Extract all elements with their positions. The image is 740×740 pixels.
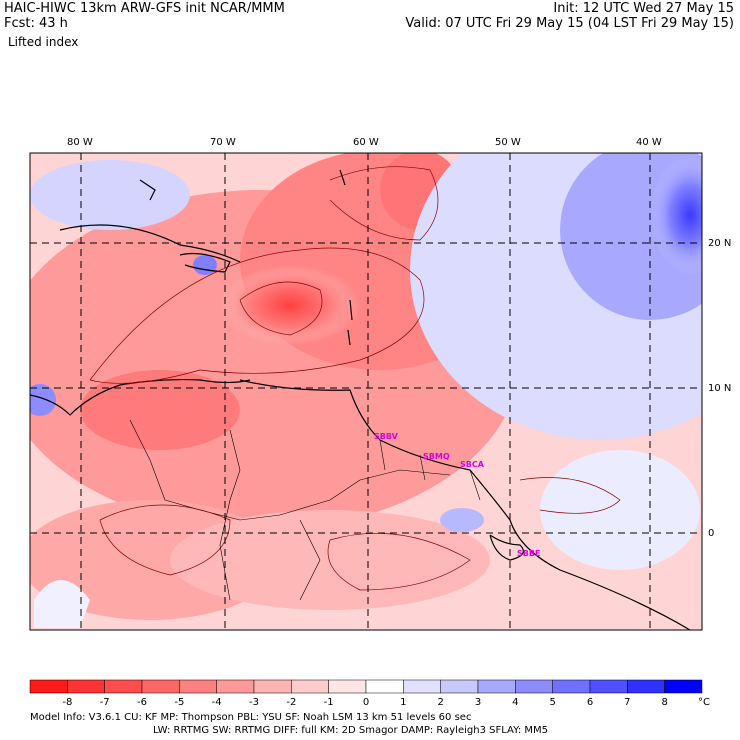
colorbar-box xyxy=(440,679,479,694)
lat-label-10n: 10 N xyxy=(708,383,732,394)
valid-time: Valid: 07 UTC Fri 29 May 15 (04 LST Fri … xyxy=(405,16,734,31)
station-sbbe: SBBE xyxy=(517,549,541,558)
colorbar-tick-label: 4 xyxy=(512,697,519,708)
colorbar-tick-label: -7 xyxy=(99,697,110,708)
lat-label-equator: 0 xyxy=(708,528,715,539)
lon-label-70w: 70 W xyxy=(210,137,236,148)
colorbar-box xyxy=(552,679,591,694)
variable-name: Lifted index xyxy=(8,35,79,49)
colorbar-tick-label: 2 xyxy=(437,697,444,708)
colorbar-box xyxy=(365,679,404,694)
map-frame xyxy=(29,152,703,631)
colorbar-box xyxy=(179,679,217,694)
colorbar-tick-label: -5 xyxy=(174,697,185,708)
colorbar-tick-label: 8 xyxy=(661,697,668,708)
lon-label-50w: 50 W xyxy=(495,137,521,148)
colorbar-tick-label: -8 xyxy=(62,697,73,708)
borders xyxy=(129,419,481,601)
colorbar-box xyxy=(328,679,367,694)
lon-label-60w: 60 W xyxy=(353,137,379,148)
lat-label-20n: 20 N xyxy=(708,238,732,249)
colorbar-box xyxy=(403,679,441,694)
station-sbmq: SBMQ xyxy=(423,452,450,461)
colorbar-tick-label: 3 xyxy=(474,697,482,708)
field-shading xyxy=(30,153,702,630)
colorbar-box xyxy=(29,679,68,694)
forecast-hour: Fcst: 43 h xyxy=(4,16,68,31)
colorbar-box xyxy=(67,679,105,694)
colorbar-tick-label: 0 xyxy=(362,697,370,708)
colorbar-box xyxy=(291,679,329,694)
colorbar-box xyxy=(104,679,143,694)
contours xyxy=(89,166,621,591)
station-sbca: SBCA xyxy=(460,460,484,469)
colorbar xyxy=(29,679,703,694)
colorbar-tick-label: 6 xyxy=(586,697,594,708)
colorbar-tick-label: 5 xyxy=(549,697,556,708)
graticule xyxy=(30,153,702,630)
colorbar-unit: °C xyxy=(698,697,710,708)
colorbar-box xyxy=(216,679,255,694)
colorbar-tick-label: -6 xyxy=(137,697,147,708)
colorbar-box xyxy=(515,679,553,694)
colorbar-tick-label: -4 xyxy=(211,697,222,708)
model-title: HAIC-HIWC 13km ARW-GFS init NCAR/MMM xyxy=(4,1,285,16)
colorbar-box xyxy=(664,679,703,694)
lon-label-80w: 80 W xyxy=(67,137,93,148)
lon-label-40w: 40 W xyxy=(636,137,662,148)
model-info-line2: LW: RRTMG SW: RRTMG DIFF: full KM: 2D Sm… xyxy=(153,725,549,736)
colorbar-box xyxy=(477,679,516,694)
colorbar-tick-label: -3 xyxy=(249,697,259,708)
colorbar-box xyxy=(627,679,665,694)
colorbar-tick-label: -1 xyxy=(323,697,334,708)
colorbar-box xyxy=(141,679,180,694)
colorbar-tick-label: 7 xyxy=(624,697,631,708)
colorbar-tick-label: -2 xyxy=(286,697,297,708)
model-info-line1: Model Info: V3.6.1 CU: KF MP: Thompson P… xyxy=(30,712,472,723)
colorbar-tick-label: 1 xyxy=(400,697,407,708)
station-sbbv: SBBV xyxy=(374,432,398,441)
colorbar-box xyxy=(253,679,292,694)
init-time: Init: 12 UTC Wed 27 May 15 xyxy=(553,1,734,16)
colorbar-box xyxy=(589,679,628,694)
